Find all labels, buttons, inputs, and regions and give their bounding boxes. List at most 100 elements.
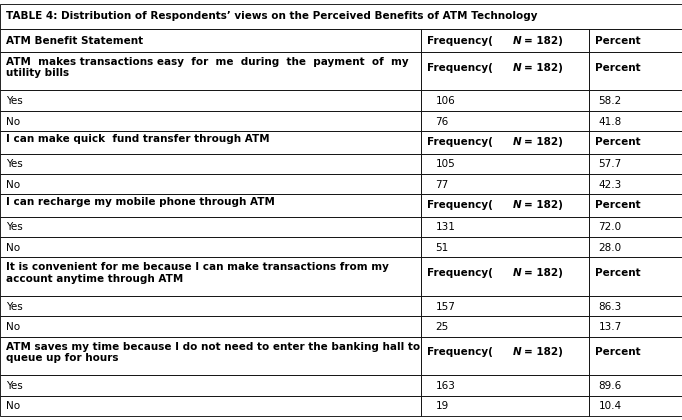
Bar	[589, 52, 682, 90]
Text: 106: 106	[436, 96, 455, 106]
Bar	[589, 154, 682, 174]
Text: 57.7: 57.7	[599, 159, 622, 169]
Bar	[589, 111, 682, 131]
Text: Frequency(: Frequency(	[428, 36, 493, 46]
Text: Frequency(: Frequency(	[428, 137, 493, 147]
Bar	[421, 52, 589, 90]
Text: 131: 131	[436, 222, 456, 232]
Text: N: N	[512, 63, 521, 73]
Bar	[0, 337, 421, 375]
Text: = 182): = 182)	[524, 36, 563, 46]
Bar	[421, 396, 589, 416]
Text: 76: 76	[436, 116, 449, 126]
Text: N: N	[512, 268, 521, 278]
Bar	[421, 174, 589, 194]
Text: I can make quick  fund transfer through ATM: I can make quick fund transfer through A…	[6, 134, 269, 144]
Text: Yes: Yes	[6, 96, 23, 106]
Text: = 182): = 182)	[524, 63, 563, 73]
Text: Percent: Percent	[595, 268, 640, 278]
Bar	[421, 29, 589, 52]
Text: N: N	[512, 36, 521, 46]
Bar	[421, 194, 589, 217]
Bar	[0, 90, 421, 111]
Text: 58.2: 58.2	[599, 96, 622, 106]
Text: N: N	[512, 137, 521, 147]
Text: No: No	[6, 322, 20, 332]
Text: Yes: Yes	[6, 302, 23, 312]
Text: Percent: Percent	[595, 137, 640, 147]
Text: Yes: Yes	[6, 159, 23, 169]
Text: Frequency(: Frequency(	[428, 63, 493, 73]
Bar	[589, 257, 682, 296]
Text: 25: 25	[436, 322, 449, 332]
Bar	[0, 217, 421, 237]
Text: Frequency(: Frequency(	[428, 268, 493, 278]
Text: No: No	[6, 243, 20, 253]
Bar	[589, 237, 682, 257]
Text: 10.4: 10.4	[599, 402, 622, 411]
Bar	[589, 131, 682, 154]
Text: 13.7: 13.7	[599, 322, 622, 332]
Text: = 182): = 182)	[524, 137, 563, 147]
Text: 157: 157	[436, 302, 456, 312]
Text: No: No	[6, 180, 20, 189]
Bar	[421, 237, 589, 257]
Bar	[0, 29, 421, 52]
Text: 19: 19	[436, 402, 449, 411]
Bar	[0, 174, 421, 194]
Bar	[0, 4, 682, 29]
Bar	[421, 296, 589, 316]
Text: Yes: Yes	[6, 222, 23, 232]
Bar	[589, 217, 682, 237]
Bar	[421, 90, 589, 111]
Text: N: N	[512, 200, 521, 210]
Text: Percent: Percent	[595, 200, 640, 210]
Text: N: N	[512, 347, 521, 357]
Bar	[0, 194, 421, 217]
Text: = 182): = 182)	[524, 347, 563, 357]
Bar	[0, 316, 421, 337]
Text: 105: 105	[436, 159, 455, 169]
Bar	[421, 131, 589, 154]
Bar	[589, 316, 682, 337]
Text: Frequency(: Frequency(	[428, 347, 493, 357]
Bar	[0, 131, 421, 154]
Bar	[589, 296, 682, 316]
Bar	[421, 316, 589, 337]
Bar	[0, 375, 421, 396]
Bar	[589, 194, 682, 217]
Text: Percent: Percent	[595, 36, 640, 46]
Bar	[589, 29, 682, 52]
Bar	[589, 90, 682, 111]
Bar	[0, 296, 421, 316]
Bar	[0, 52, 421, 90]
Bar	[0, 111, 421, 131]
Bar	[421, 337, 589, 375]
Text: 28.0: 28.0	[599, 243, 622, 253]
Bar	[0, 154, 421, 174]
Text: 86.3: 86.3	[599, 302, 622, 312]
Bar	[589, 174, 682, 194]
Text: It is convenient for me because I can make transactions from my
account anytime : It is convenient for me because I can ma…	[6, 262, 389, 284]
Text: TABLE 4: Distribution of Respondents’ views on the Perceived Benefits of ATM Tec: TABLE 4: Distribution of Respondents’ vi…	[6, 11, 537, 21]
Text: ATM saves my time because I do not need to enter the banking hall to
queue up fo: ATM saves my time because I do not need …	[6, 342, 420, 363]
Bar	[589, 337, 682, 375]
Text: Yes: Yes	[6, 381, 23, 391]
Text: 51: 51	[436, 243, 449, 253]
Bar	[589, 375, 682, 396]
Bar	[0, 257, 421, 296]
Bar	[589, 396, 682, 416]
Text: 163: 163	[436, 381, 456, 391]
Text: 42.3: 42.3	[599, 180, 622, 189]
Text: Percent: Percent	[595, 63, 640, 73]
Text: 72.0: 72.0	[599, 222, 622, 232]
Text: ATM Benefit Statement: ATM Benefit Statement	[6, 36, 143, 46]
Text: 89.6: 89.6	[599, 381, 622, 391]
Text: Frequency(: Frequency(	[428, 200, 493, 210]
Text: = 182): = 182)	[524, 268, 563, 278]
Text: No: No	[6, 116, 20, 126]
Text: 41.8: 41.8	[599, 116, 622, 126]
Text: No: No	[6, 402, 20, 411]
Text: I can recharge my mobile phone through ATM: I can recharge my mobile phone through A…	[6, 197, 275, 207]
Text: = 182): = 182)	[524, 200, 563, 210]
